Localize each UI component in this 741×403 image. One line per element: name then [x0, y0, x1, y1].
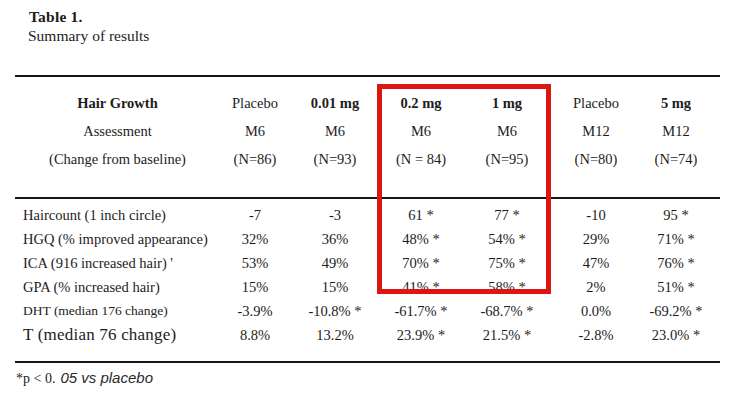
- data-cell: 41% *: [380, 279, 462, 296]
- table-title: Table 1.: [29, 8, 83, 26]
- row-label: Haircount (1 inch circle): [15, 207, 220, 224]
- data-cell: 77 *: [462, 207, 552, 224]
- header-row: Hair GrowthPlacebo0.01 mg0.2 mg1 mgPlace…: [15, 89, 720, 117]
- footnote-comparison: 05 vs placebo: [60, 369, 153, 386]
- data-cell: -3: [290, 207, 380, 224]
- data-cell: -3.9%: [220, 303, 290, 320]
- header-cell: Placebo: [220, 95, 290, 112]
- header-cell: Assessment: [15, 123, 220, 140]
- data-cell: 15%: [220, 279, 290, 296]
- header-cell: (N = 84): [380, 151, 462, 168]
- data-cell: 15%: [290, 279, 380, 296]
- document-page: Table 1. Summary of results Hair GrowthP…: [0, 0, 741, 403]
- data-cell: 29%: [552, 231, 640, 248]
- data-cell: -61.7% *: [380, 303, 462, 320]
- data-cell: 61 *: [380, 207, 462, 224]
- data-cell: -2.8%: [552, 327, 640, 344]
- data-cell: -68.7% *: [462, 303, 552, 320]
- data-cell: 23.0% *: [640, 327, 712, 344]
- data-cell: 75% *: [462, 255, 552, 272]
- table-row: DHT (median 176 change)-3.9%-10.8% *-61.…: [15, 299, 720, 323]
- data-cell: -7: [220, 207, 290, 224]
- row-label: GPA (% increased hair): [15, 279, 220, 296]
- table-row: T (median 76 change)8.8%13.2%23.9% *21.5…: [15, 323, 720, 347]
- data-cell: 58% *: [462, 279, 552, 296]
- header-cell: M12: [552, 123, 640, 140]
- footnote: *p < 0. 05 vs placebo: [16, 369, 153, 387]
- data-cell: 54% *: [462, 231, 552, 248]
- header-cell: 1 mg: [462, 95, 552, 112]
- data-cell: 48% *: [380, 231, 462, 248]
- data-cell: 71% *: [640, 231, 712, 248]
- data-cell: 23.9% *: [380, 327, 462, 344]
- table-subtitle: Summary of results: [28, 27, 149, 45]
- data-cell: 2%: [552, 279, 640, 296]
- header-cell: Hair Growth: [15, 95, 220, 112]
- data-cell: 47%: [552, 255, 640, 272]
- header-cell: 0.01 mg: [290, 95, 380, 112]
- header-cell: Placebo: [552, 95, 640, 112]
- data-cell: 49%: [290, 255, 380, 272]
- header-cell: 5 mg: [640, 95, 712, 112]
- data-cell: 70% *: [380, 255, 462, 272]
- data-cell: 95 *: [640, 207, 712, 224]
- data-cell: 21.5% *: [462, 327, 552, 344]
- table-row: Haircount (1 inch circle)-7-361 *77 *-10…: [15, 203, 720, 227]
- table-row: HGQ (% improved appearance)32%36%48% *54…: [15, 227, 720, 251]
- header-cell: M6: [462, 123, 552, 140]
- data-cell: 53%: [220, 255, 290, 272]
- data-cell: 36%: [290, 231, 380, 248]
- header-cell: M6: [380, 123, 462, 140]
- header-cell: (N=86): [220, 151, 290, 168]
- table-header: Hair GrowthPlacebo0.01 mg0.2 mg1 mgPlace…: [15, 77, 720, 173]
- header-row: (Change from baseline)(N=86)(N=93)(N = 8…: [15, 145, 720, 173]
- data-cell: 13.2%: [290, 327, 380, 344]
- data-cell: 51% *: [640, 279, 712, 296]
- data-cell: -69.2% *: [640, 303, 712, 320]
- table-row: ICA (916 increased hair) '53%49%70% *75%…: [15, 251, 720, 275]
- header-cell: 0.2 mg: [380, 95, 462, 112]
- data-cell: 76% *: [640, 255, 712, 272]
- data-cell: 0.0%: [552, 303, 640, 320]
- footnote-significance: *p < 0.: [16, 371, 55, 386]
- row-label: ICA (916 increased hair) ': [15, 255, 220, 272]
- header-cell: M6: [220, 123, 290, 140]
- summary-table: Hair GrowthPlacebo0.01 mg0.2 mg1 mgPlace…: [15, 75, 720, 363]
- header-cell: (N=74): [640, 151, 712, 168]
- header-cell: (N=80): [552, 151, 640, 168]
- row-label: T (median 76 change): [15, 325, 220, 345]
- table-rule-bottom: [15, 361, 720, 363]
- table-row: GPA (% increased hair)15%15%41% *58% *2%…: [15, 275, 720, 299]
- header-row: AssessmentM6M6M6M6M12M12: [15, 117, 720, 145]
- header-cell: (Change from baseline): [15, 151, 220, 168]
- row-label: HGQ (% improved appearance): [15, 231, 220, 248]
- header-cell: M12: [640, 123, 712, 140]
- data-cell: 32%: [220, 231, 290, 248]
- table-body: Haircount (1 inch circle)-7-361 *77 *-10…: [15, 199, 720, 347]
- data-cell: -10.8% *: [290, 303, 380, 320]
- data-cell: -10: [552, 207, 640, 224]
- row-label: DHT (median 176 change): [15, 303, 220, 319]
- header-cell: (N=93): [290, 151, 380, 168]
- header-cell: (N=95): [462, 151, 552, 168]
- data-cell: 8.8%: [220, 327, 290, 344]
- header-cell: M6: [290, 123, 380, 140]
